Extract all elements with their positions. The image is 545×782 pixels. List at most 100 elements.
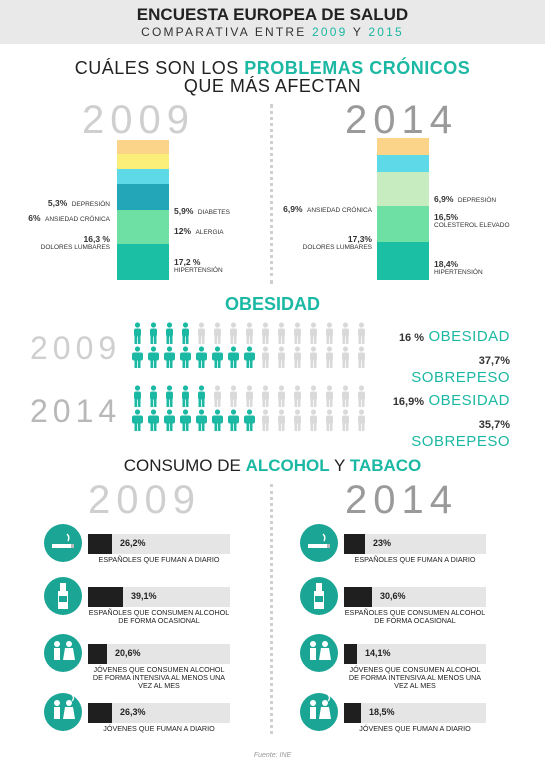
person-icon (262, 346, 269, 368)
person-icon (342, 385, 349, 407)
stack-segment (117, 168, 169, 184)
bar-fill (88, 587, 123, 607)
person-icon (228, 346, 239, 368)
label-2014-colesterol: 16,5% COLESTEROL ELEVADO (434, 212, 510, 229)
person-icon (150, 322, 157, 344)
divider-dots (270, 104, 273, 284)
bar-value: 30,6% (380, 591, 406, 601)
bar-fill (344, 703, 361, 723)
bar-value: 39,1% (131, 591, 157, 601)
person-icon (294, 346, 301, 368)
alcohol-year-right: 2014 (345, 478, 458, 522)
obesity-row (130, 385, 380, 409)
bar-label: ESPAÑOLES QUE FUMAN A DIARIO (354, 555, 476, 564)
bar-label: JÓVENES QUE CONSUMEN ALCOHOL DE FORMA IN… (92, 665, 226, 690)
page-subtitle: COMPARATIVA ENTRE 2009 Y 2015 (0, 25, 545, 39)
subtitle-year-a: 2009 (312, 25, 348, 39)
bar-track (88, 587, 230, 607)
person-icon (342, 322, 349, 344)
chronic-year-right: 2014 (345, 98, 458, 142)
person-icon (294, 409, 301, 431)
label-2009-diabetes: 5,9% DIABETES (174, 206, 230, 216)
stack-segment (377, 154, 429, 172)
chronic-title-pre: CUÁLES SON LOS (74, 58, 239, 78)
person-icon (246, 322, 253, 344)
person-icon (278, 346, 285, 368)
stack-segment (377, 242, 429, 280)
person-icon (294, 322, 301, 344)
stack-segment (117, 210, 169, 245)
person-icon (212, 346, 223, 368)
chronic-title-line2: QUE MÁS AFECTAN (183, 76, 362, 96)
person-icon (148, 409, 159, 431)
obesity-2014-obes: 16,9% OBESIDAD (392, 392, 510, 409)
person-icon (342, 346, 349, 368)
label-2009-ansiedad: 6% ANSIEDAD CRÓNICA (28, 213, 110, 223)
person-icon (198, 385, 205, 407)
person-icon (262, 409, 269, 431)
cigarette-badge (300, 524, 338, 562)
person-icon (294, 385, 301, 407)
person-icon (278, 409, 285, 431)
overweight-row (130, 346, 380, 370)
person-icon (326, 385, 333, 407)
person-icon (198, 322, 205, 344)
page-title: ENCUESTA EUROPEA DE SALUD (136, 5, 409, 24)
divider-dots-2 (270, 484, 273, 734)
person-icon (230, 322, 237, 344)
bar-track (344, 534, 486, 554)
person-icon (214, 322, 221, 344)
young-drinking-badge (44, 634, 82, 672)
label-2009-lumbares: 16,3 % DOLORES LUMBARES (40, 234, 110, 251)
bar-track (88, 534, 230, 554)
obesity-2014-over: 35,7% SOBREPESO (411, 419, 510, 450)
obesity-year-2009: 2009 (30, 330, 122, 366)
cigarette-badge (44, 524, 82, 562)
stack-segment (117, 140, 169, 154)
person-icon (132, 409, 143, 431)
stack-segment (377, 171, 429, 207)
bar-label: JÓVENES QUE CONSUMEN ALCOHOL DE FORMA IN… (348, 665, 482, 690)
bar-fill (344, 587, 372, 607)
bar-track (344, 703, 486, 723)
label-2009-depresion: 5,3% DEPRESIÓN (47, 198, 110, 208)
alcohol-year-left: 2009 (88, 478, 201, 522)
person-icon (358, 385, 365, 407)
person-icon (262, 322, 269, 344)
person-icon (164, 346, 175, 368)
person-icon (326, 322, 333, 344)
person-icon (180, 409, 191, 431)
bar-value: 20,6% (115, 648, 141, 658)
person-icon (244, 346, 255, 368)
person-icon (278, 322, 285, 344)
obesity-figures-2009 (130, 322, 380, 372)
bar-fill (88, 534, 112, 554)
bar-label: ESPAÑOLES QUE CONSUMEN ALCOHOL DE FORMA … (88, 608, 230, 625)
young-drinking-badge (300, 634, 338, 672)
bar-track (344, 587, 486, 607)
person-icon (310, 385, 317, 407)
person-icon (182, 385, 189, 407)
bottle-icon (314, 583, 324, 609)
bar-value: 26,3% (120, 707, 146, 717)
person-icon (134, 322, 141, 344)
subtitle-mid: Y (352, 25, 363, 39)
cigarette-icon (52, 533, 74, 548)
source-note: Fuente: INE (253, 752, 292, 759)
person-icon (212, 409, 223, 431)
bar-value: 23% (373, 538, 392, 548)
person-icon (150, 385, 157, 407)
bar-value: 18,5% (369, 707, 395, 717)
person-icon (166, 385, 173, 407)
stack-segment (377, 138, 429, 155)
bar-fill (88, 703, 112, 723)
person-icon (148, 346, 159, 368)
subtitle-pre: COMPARATIVA ENTRE (141, 25, 307, 39)
obesity-year-2014: 2014 (30, 393, 122, 429)
person-icon (358, 322, 365, 344)
young-smoking-icon (54, 694, 75, 719)
bar-track (88, 703, 230, 723)
chronic-year-left: 2009 (82, 98, 195, 142)
person-icon (358, 346, 365, 368)
bar-label: JÓVENES QUE FUMAN A DIARIO (359, 724, 471, 733)
